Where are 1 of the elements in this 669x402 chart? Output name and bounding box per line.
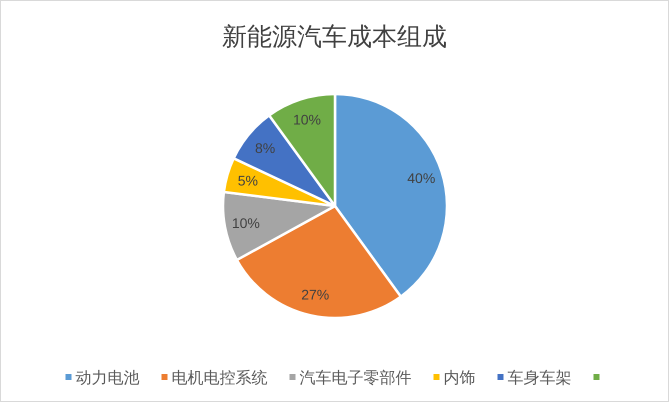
title: 新能源汽车成本组成 [222, 23, 447, 51]
